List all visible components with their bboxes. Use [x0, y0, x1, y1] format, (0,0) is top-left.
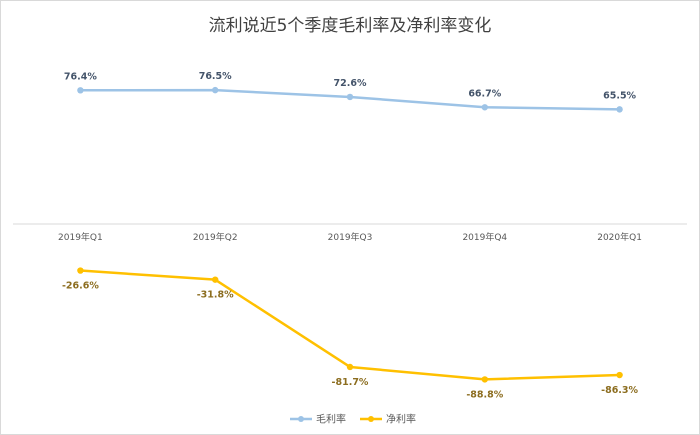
data-label: -26.6% — [62, 281, 99, 292]
legend-label: 净利率 — [386, 413, 416, 426]
x-tick-label: 2020年Q1 — [597, 231, 642, 243]
data-label: -86.3% — [601, 385, 638, 396]
data-label: -81.7% — [332, 377, 369, 388]
data-point — [616, 371, 623, 379]
legend-label: 毛利率 — [316, 413, 346, 426]
data-point — [346, 93, 354, 101]
chart-title: 流利说近5个季度毛利率及净利率变化 — [208, 16, 492, 36]
data-label: 66.7% — [468, 88, 501, 99]
data-label: -88.8% — [466, 389, 503, 400]
data-label: 76.4% — [64, 71, 97, 82]
data-label: 65.5% — [603, 90, 636, 101]
data-label: 72.6% — [334, 78, 367, 89]
legend-marker — [298, 416, 304, 422]
data-point — [481, 376, 488, 383]
data-point — [77, 87, 84, 94]
legend-marker — [368, 416, 374, 422]
x-tick-label: 2019年Q3 — [328, 231, 373, 243]
x-tick-label: 2019年Q4 — [462, 231, 507, 243]
data-point — [346, 363, 354, 371]
data-label: 76.5% — [199, 71, 232, 82]
x-tick-label: 2019年Q2 — [193, 231, 238, 243]
data-point — [616, 106, 623, 113]
data-point — [212, 86, 219, 94]
data-point — [481, 104, 488, 111]
data-point — [77, 267, 84, 274]
data-label: -31.8% — [197, 290, 234, 301]
x-tick-label: 2019年Q1 — [58, 231, 103, 243]
data-point — [212, 276, 219, 283]
series-line-2 — [79, 269, 621, 381]
